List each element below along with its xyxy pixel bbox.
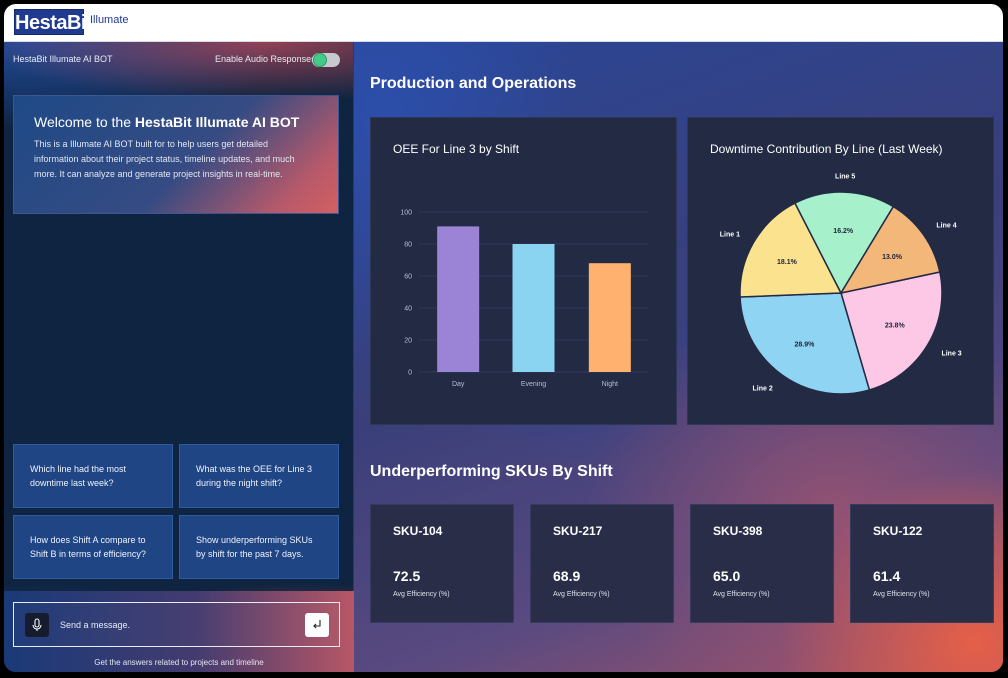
pie-slice-percent: 23.8% — [885, 323, 906, 330]
sku-efficiency-label: Avg Efficiency (%) — [553, 591, 610, 598]
pie-slice-percent: 18.1% — [777, 259, 798, 266]
top-bar: HestaBit Illumate — [4, 4, 1003, 42]
send-button[interactable] — [305, 613, 329, 637]
sku-name: SKU-217 — [553, 524, 603, 538]
welcome-description: This is a Illumate AI BOT built for to h… — [34, 139, 295, 179]
y-tick-label: 100 — [400, 210, 412, 217]
x-tick-label: Evening — [521, 381, 546, 388]
message-input[interactable] — [60, 616, 290, 634]
bar-chart-title: OEE For Line 3 by Shift — [393, 142, 520, 156]
pie-slice-label: Line 3 — [941, 350, 961, 357]
section-title-skus: Underperforming SKUs By Shift — [370, 463, 613, 480]
chat-header: HestaBit Illumate AI BOT Enable Audio Re… — [4, 42, 354, 76]
microphone-icon — [32, 618, 42, 631]
pie-slice-label: Line 1 — [720, 231, 740, 238]
bot-name: HestaBit Illumate AI BOT — [13, 54, 113, 64]
hestabit-logo[interactable]: HestaBit — [14, 9, 93, 35]
sku-card[interactable]: SKU-104 72.5 Avg Efficiency (%) — [370, 504, 514, 623]
x-tick-label: Night — [602, 381, 618, 388]
sku-efficiency-value: 65.0 — [713, 568, 741, 584]
pie-slice[interactable] — [839, 205, 941, 295]
microphone-button[interactable] — [25, 613, 49, 637]
bar[interactable] — [437, 226, 480, 372]
audio-toggle[interactable] — [312, 53, 340, 67]
sku-name: SKU-122 — [873, 524, 923, 538]
pie-slice-percent: 28.9% — [795, 341, 816, 348]
pie-chart: 23.8% Line 3 28.9% Line 2 18.1% Line 1 16.2% Li… — [720, 174, 962, 395]
welcome-card: Welcome to the HestaBit Illumate AI BOT … — [13, 95, 339, 214]
pie-chart-title: Downtime Contribution By Line (Last Week… — [710, 142, 943, 156]
pie-slice[interactable] — [793, 191, 895, 295]
sku-efficiency-value: 68.9 — [553, 568, 581, 584]
composer-hint: Get the answers related to projects and … — [94, 658, 264, 667]
sku-card[interactable]: SKU-398 65.0 Avg Efficiency (%) — [690, 504, 834, 623]
chat-panel: HestaBit Illumate AI BOT Enable Audio Re… — [4, 42, 354, 672]
welcome-title: Welcome to the HestaBit Illumate AI BOT — [34, 114, 300, 130]
pie-slice[interactable] — [739, 202, 843, 298]
section-title-production: Production and Operations — [370, 75, 577, 92]
y-tick-label: 0 — [408, 370, 412, 377]
message-composer: Get the answers related to projects and … — [4, 591, 354, 672]
pie-slice-label: Line 5 — [835, 174, 855, 181]
x-tick-label: Day — [452, 381, 465, 388]
pie-slice-label: Line 2 — [752, 386, 772, 393]
pie-slice-percent: 16.2% — [833, 228, 854, 235]
bar[interactable] — [588, 263, 631, 372]
dashboard: Production and Operations OEE For Line 3… — [354, 42, 1003, 672]
y-tick-label: 80 — [404, 242, 412, 249]
pie-slice[interactable] — [840, 271, 943, 391]
app-window: HestaBit Illumate HestaBit Illumate AI B… — [4, 4, 1003, 672]
message-input-box — [13, 602, 340, 647]
bar-chart-panel: OEE For Line 3 by Shift 0 20 40 60 80 100 Day E… — [370, 117, 677, 425]
pie-chart-panel: Downtime Contribution By Line (Last Week… — [687, 117, 994, 425]
y-tick-label: 40 — [404, 306, 412, 313]
audio-toggle-label: Enable Audio Responses — [215, 54, 316, 64]
pie-slice[interactable] — [739, 292, 871, 395]
toggle-knob — [313, 53, 327, 67]
suggestion-button[interactable]: How does Shift A compare to Shift B in t… — [13, 515, 173, 579]
sku-card[interactable]: SKU-217 68.9 Avg Efficiency (%) — [530, 504, 674, 623]
sku-efficiency-label: Avg Efficiency (%) — [873, 591, 930, 598]
suggestion-button[interactable]: What was the OEE for Line 3 during the n… — [179, 444, 339, 508]
suggestion-button[interactable]: Show underperforming SKUs by shift for t… — [179, 515, 339, 579]
product-name: Illumate — [90, 14, 129, 26]
bar-chart: 0 20 40 60 80 100 Day Evening Night — [400, 210, 648, 388]
sku-efficiency-label: Avg Efficiency (%) — [393, 591, 450, 598]
bar[interactable] — [512, 244, 555, 372]
sku-name: SKU-104 — [393, 524, 443, 538]
suggestion-button[interactable]: Which line had the most downtime last we… — [13, 444, 173, 508]
sku-efficiency-value: 72.5 — [393, 568, 421, 584]
sku-efficiency-value: 61.4 — [873, 568, 901, 584]
sku-efficiency-label: Avg Efficiency (%) — [713, 591, 770, 598]
pie-slice-percent: 13.0% — [882, 254, 903, 261]
y-tick-label: 20 — [404, 338, 412, 345]
pie-slice-label: Line 4 — [936, 223, 956, 230]
sku-card[interactable]: SKU-122 61.4 Avg Efficiency (%) — [850, 504, 994, 623]
y-tick-label: 60 — [404, 274, 412, 281]
enter-arrow-icon — [313, 620, 321, 629]
sku-name: SKU-398 — [713, 524, 763, 538]
